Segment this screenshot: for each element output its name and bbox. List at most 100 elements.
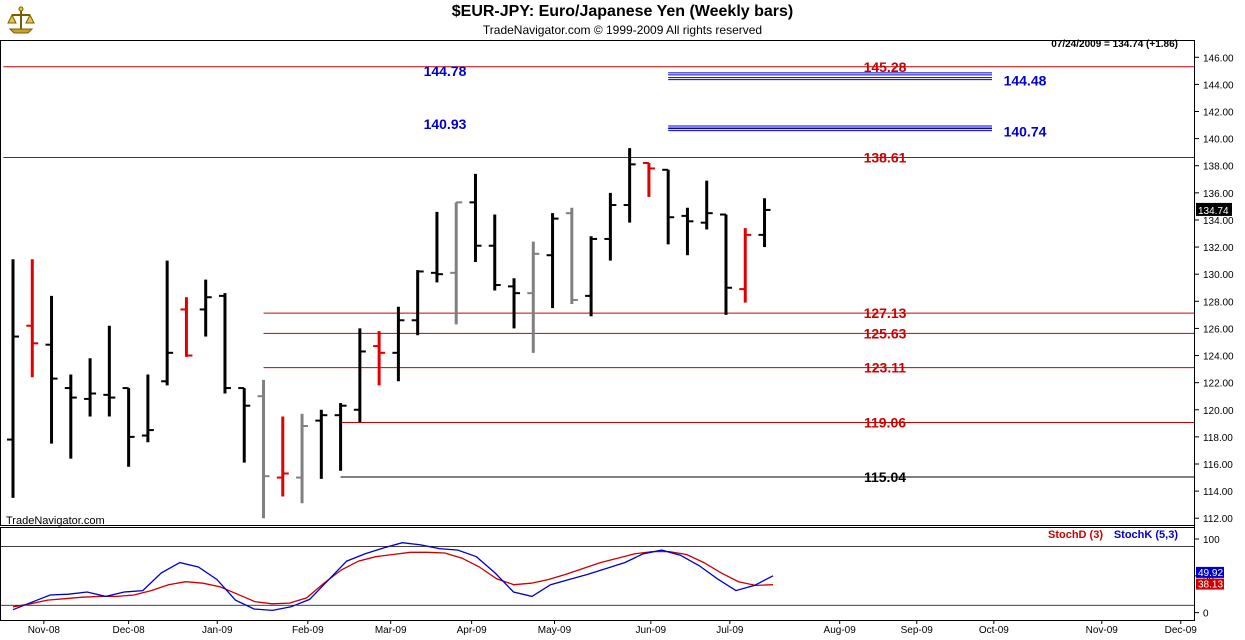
ohlc-bar-38 xyxy=(739,228,752,303)
trade-navigator-logo-icon xyxy=(7,6,35,34)
ohlc-bar-21 xyxy=(411,270,424,336)
stochd-last-box xyxy=(1196,578,1224,590)
level-label-10: 115.04 xyxy=(864,469,906,485)
stoch-panel-frame xyxy=(0,527,1195,621)
x-tick-label-4: Mar-09 xyxy=(375,625,407,636)
x-tick-label-13: Dec-09 xyxy=(1165,625,1198,636)
info-label: 07/24/2009 = 134.74 (+1.86) xyxy=(1051,39,1178,50)
stochk-last-box xyxy=(1196,566,1224,578)
y-tick-label-10: 132.00 xyxy=(1203,243,1234,254)
y-tick-label-0: 112.00 xyxy=(1203,514,1233,525)
x-tick-label-10: Sep-09 xyxy=(901,625,934,636)
level-label-9: 119.06 xyxy=(864,415,906,431)
level-label-3: 140.93 xyxy=(424,116,467,132)
y-tick-label-7: 126.00 xyxy=(1203,324,1234,335)
ohlc-bar-16 xyxy=(315,409,328,479)
last-price-label: 134.74 xyxy=(1198,206,1229,217)
date-x-axis: Nov-08 Dec-08 Jan-09 Feb-09 Mar-09 Apr-09 May-… xyxy=(0,620,1197,636)
ohlc-bar-15 xyxy=(296,413,309,504)
y-tick-label-1: 114.00 xyxy=(1203,487,1233,498)
ohlc-bar-20 xyxy=(392,306,405,382)
level-label-2: 144.48 xyxy=(1004,73,1047,89)
ohlc-bar-11 xyxy=(218,293,231,394)
ohlc-bar-27 xyxy=(527,241,540,353)
ohlc-bar-4 xyxy=(84,358,97,417)
ohlc-bar-37 xyxy=(719,213,732,315)
stochk-last-label: 49.92 xyxy=(1198,568,1223,579)
stochk-line xyxy=(12,542,774,612)
ohlc-bar-34 xyxy=(662,168,675,245)
x-tick-label-7: Jun-09 xyxy=(636,625,667,636)
ohlc-bars xyxy=(7,148,771,519)
chart-title: $EUR-JPY: Euro/Japanese Yen (Weekly bars… xyxy=(451,3,794,20)
x-tick-label-1: Dec-08 xyxy=(112,625,145,636)
stoch-legend-k: StochK (5,3) xyxy=(1114,529,1179,541)
ohlc-bar-33 xyxy=(642,162,655,197)
ohlc-bar-25 xyxy=(488,214,501,291)
ohlc-bar-29 xyxy=(565,207,578,305)
y-tick-label-8: 128.00 xyxy=(1203,297,1234,308)
chart-header: $EUR-JPY: Euro/Japanese Yen (Weekly bars… xyxy=(0,0,1245,40)
last-price-box xyxy=(1196,202,1232,216)
level-label-6: 127.13 xyxy=(864,305,907,321)
y-tick-label-6: 124.00 xyxy=(1203,352,1234,363)
ohlc-bar-1 xyxy=(26,259,39,378)
ohlc-bar-36 xyxy=(700,180,713,230)
y-tick-label-16: 144.00 xyxy=(1203,80,1234,91)
ohlc-bar-8 xyxy=(161,260,174,386)
ohlc-bar-39 xyxy=(758,198,771,248)
x-tick-label-0: Nov-08 xyxy=(28,625,61,636)
ohlc-bar-24 xyxy=(469,173,482,262)
x-tick-label-9: Aug-09 xyxy=(824,625,857,636)
ohlc-bar-10 xyxy=(199,279,212,337)
price-panel-frame xyxy=(0,40,1195,526)
y-tick-label-15: 142.00 xyxy=(1203,107,1234,118)
ohlc-bar-6 xyxy=(122,387,135,467)
x-tick-label-11: Oct-09 xyxy=(979,625,1009,636)
level-label-8: 123.11 xyxy=(864,360,906,376)
level-label-1: 144.78 xyxy=(424,63,467,79)
y-tick-label-12: 136.00 xyxy=(1203,189,1234,200)
watermark: TradeNavigator.com xyxy=(6,515,105,527)
x-tick-label-5: Apr-09 xyxy=(457,625,487,636)
ohlc-bar-30 xyxy=(585,236,598,317)
ohlc-bar-18 xyxy=(353,328,366,422)
level-label-4: 140.74 xyxy=(1004,124,1047,140)
ohlc-bar-31 xyxy=(604,192,617,261)
ohlc-bar-7 xyxy=(141,374,154,443)
stoch-tick-label-0: 0 xyxy=(1203,609,1209,620)
stochd-last-label: 38.13 xyxy=(1198,580,1223,591)
ohlc-bar-32 xyxy=(623,148,636,223)
price-y-axis: 112.00 114.00 116.00 118.00 120.00 122.00 124.… xyxy=(1194,53,1234,525)
x-tick-label-6: May-09 xyxy=(538,625,572,636)
ohlc-bar-3 xyxy=(64,374,77,459)
y-tick-label-4: 120.00 xyxy=(1203,406,1234,417)
stoch-legend-d: StochD (3) xyxy=(1048,529,1103,541)
y-tick-label-9: 130.00 xyxy=(1203,270,1234,281)
ohlc-bar-12 xyxy=(238,387,251,463)
y-tick-label-5: 122.00 xyxy=(1203,379,1234,390)
ohlc-bar-0 xyxy=(7,259,19,498)
level-label-7: 125.63 xyxy=(864,325,907,341)
ohlc-bar-13 xyxy=(257,379,270,519)
ohlc-bar-28 xyxy=(546,213,559,309)
ohlc-bar-26 xyxy=(508,278,521,329)
stoch-tick-label-2: 100 xyxy=(1203,535,1220,546)
x-tick-label-8: Jul-09 xyxy=(716,625,744,636)
stochd-line xyxy=(12,550,774,608)
y-tick-label-14: 140.00 xyxy=(1203,135,1234,146)
level-lines: 145.28 144.78 144.48 140.93 140.74 138.61 127.… xyxy=(3,59,1194,485)
ohlc-bar-9 xyxy=(180,297,193,357)
level-label-0: 145.28 xyxy=(864,59,907,75)
y-tick-label-13: 138.00 xyxy=(1203,162,1234,173)
level-label-5: 138.61 xyxy=(864,149,907,165)
y-tick-label-17: 146.00 xyxy=(1203,53,1234,64)
y-tick-label-2: 116.00 xyxy=(1203,460,1233,471)
ohlc-bar-19 xyxy=(373,331,386,386)
y-tick-label-3: 118.00 xyxy=(1203,433,1233,444)
x-tick-label-12: Nov-09 xyxy=(1086,625,1119,636)
y-tick-label-11: 134.00 xyxy=(1203,216,1234,227)
ohlc-bar-2 xyxy=(45,295,58,444)
